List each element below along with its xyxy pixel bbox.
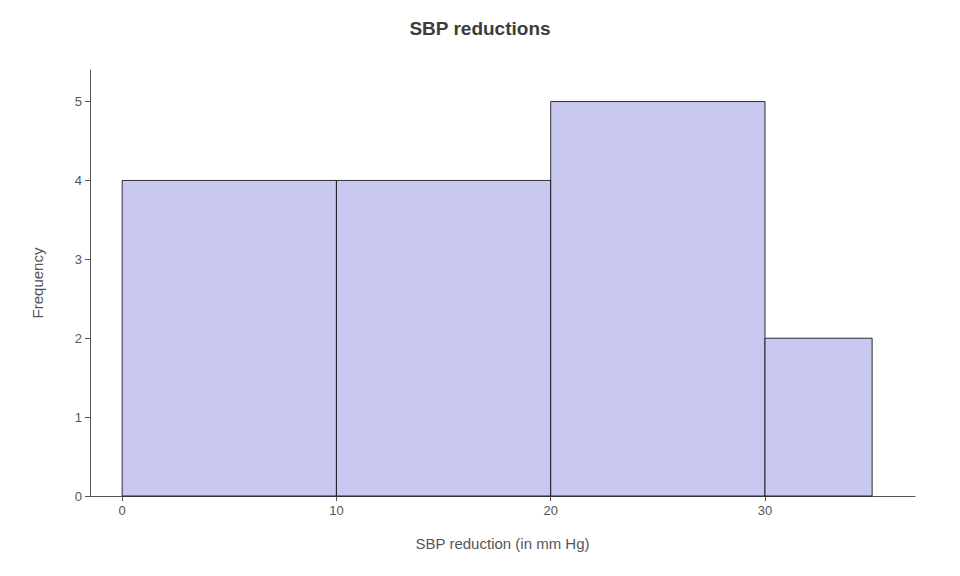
svg-text:30: 30 [758, 503, 772, 518]
svg-text:0: 0 [75, 489, 82, 504]
svg-text:SBP reductions: SBP reductions [409, 18, 550, 39]
svg-text:2: 2 [75, 331, 82, 346]
svg-text:3: 3 [75, 252, 82, 267]
svg-text:5: 5 [75, 94, 82, 109]
svg-text:10: 10 [329, 503, 343, 518]
svg-text:20: 20 [543, 503, 557, 518]
svg-text:Frequency: Frequency [29, 247, 46, 318]
svg-text:SBP reduction (in mm Hg): SBP reduction (in mm Hg) [416, 535, 590, 552]
svg-text:1: 1 [75, 410, 82, 425]
svg-text:0: 0 [119, 503, 126, 518]
svg-text:4: 4 [75, 173, 82, 188]
